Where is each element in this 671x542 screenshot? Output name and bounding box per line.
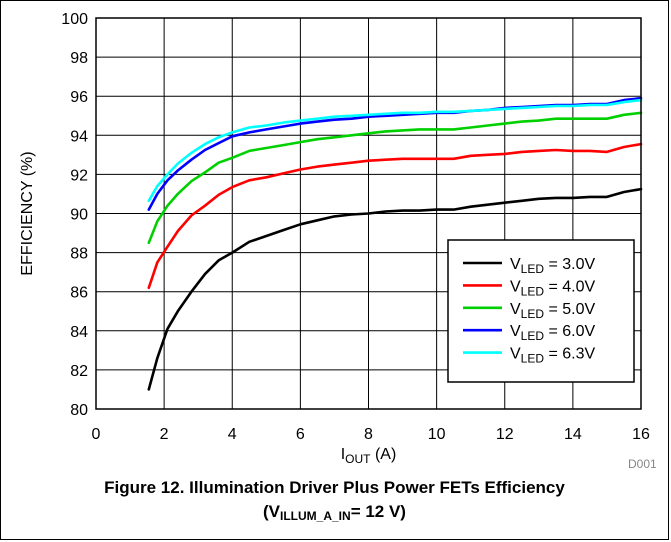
figure-id: D001 bbox=[628, 457, 657, 471]
legend-label-sub: LED bbox=[521, 284, 545, 298]
x-axis-label-rest: (A) bbox=[371, 446, 397, 463]
figure-caption: Figure 12. Illumination Driver Plus Powe… bbox=[0, 476, 669, 528]
y-tick-label: 94 bbox=[70, 128, 88, 145]
legend-label-main: V bbox=[510, 278, 521, 295]
series-line-1 bbox=[147, 187, 643, 391]
chart-ticks: 0 2 4 6 8 10 12 14 16 80 82 84 86 88 90 92 94 96 98 100 bbox=[61, 11, 650, 443]
y-tick-label: 80 bbox=[70, 402, 88, 419]
legend-label-rest: = 5.0V bbox=[544, 301, 595, 318]
legend-label-main: V bbox=[510, 346, 521, 363]
y-tick-label: 88 bbox=[70, 246, 88, 263]
x-tick-label: 2 bbox=[160, 426, 169, 443]
x-tick-label: 8 bbox=[364, 426, 373, 443]
x-axis-label: IOUT (A) bbox=[341, 446, 397, 466]
caption-line-2-sub: ILLUM_A_IN bbox=[280, 509, 351, 523]
x-axis-label-main: I bbox=[341, 446, 345, 463]
legend-label-rest: = 6.0V bbox=[544, 323, 595, 340]
x-tick-label: 12 bbox=[496, 426, 514, 443]
legend-label-sub: LED bbox=[521, 307, 545, 321]
legend-label-rest: = 4.0V bbox=[544, 278, 595, 295]
legend-label-rest: = 6.3V bbox=[544, 346, 595, 363]
y-tick-label: 90 bbox=[70, 207, 88, 224]
x-tick-label: 4 bbox=[228, 426, 237, 443]
series-line-3 bbox=[147, 111, 643, 245]
y-tick-label: 82 bbox=[70, 363, 88, 380]
legend-label: VLED = 6.0V bbox=[510, 323, 595, 343]
x-tick-label: 14 bbox=[564, 426, 582, 443]
y-tick-label: 84 bbox=[70, 324, 88, 341]
legend-label: VLED = 4.0V bbox=[510, 278, 595, 298]
x-tick-label: 10 bbox=[428, 426, 446, 443]
legend-label: VLED = 6.3V bbox=[510, 346, 595, 366]
y-tick-label: 98 bbox=[70, 50, 88, 67]
legend-label-main: V bbox=[510, 256, 521, 273]
legend-label-sub: LED bbox=[521, 329, 545, 343]
legend-label-main: V bbox=[510, 301, 521, 318]
x-axis-label-sub: OUT bbox=[345, 452, 371, 466]
y-tick-label: 100 bbox=[61, 11, 88, 28]
x-tick-label: 16 bbox=[632, 426, 650, 443]
caption-line-2-open: (V bbox=[263, 502, 281, 521]
x-tick-label: 0 bbox=[92, 426, 101, 443]
plot-area-border bbox=[95, 17, 642, 410]
legend-label-main: V bbox=[510, 323, 521, 340]
legend-label-sub: LED bbox=[521, 262, 545, 276]
x-tick-label: 6 bbox=[296, 426, 305, 443]
y-tick-label: 96 bbox=[70, 89, 88, 106]
legend-label-rest: = 3.0V bbox=[544, 256, 595, 273]
chart-series bbox=[147, 96, 643, 391]
caption-line-1: Figure 12. Illumination Driver Plus Powe… bbox=[104, 478, 565, 497]
legend-label: VLED = 5.0V bbox=[510, 301, 595, 321]
y-tick-label: 86 bbox=[70, 285, 88, 302]
y-tick-label: 92 bbox=[70, 167, 88, 184]
legend-label-sub: LED bbox=[521, 352, 545, 366]
caption-line-2: (VILLUM_A_IN= 12 V) bbox=[0, 500, 669, 528]
series-line-2 bbox=[147, 142, 643, 290]
efficiency-chart: 0 2 4 6 8 10 12 14 16 80 82 84 86 88 90 92 94 96 98 100 EFF… bbox=[19, 11, 650, 466]
series-line-5 bbox=[147, 98, 643, 203]
y-axis-label: EFFICIENCY (%) bbox=[19, 151, 36, 275]
legend-label: VLED = 3.0V bbox=[510, 256, 595, 276]
caption-line-2-rest: = 12 V) bbox=[350, 502, 406, 521]
